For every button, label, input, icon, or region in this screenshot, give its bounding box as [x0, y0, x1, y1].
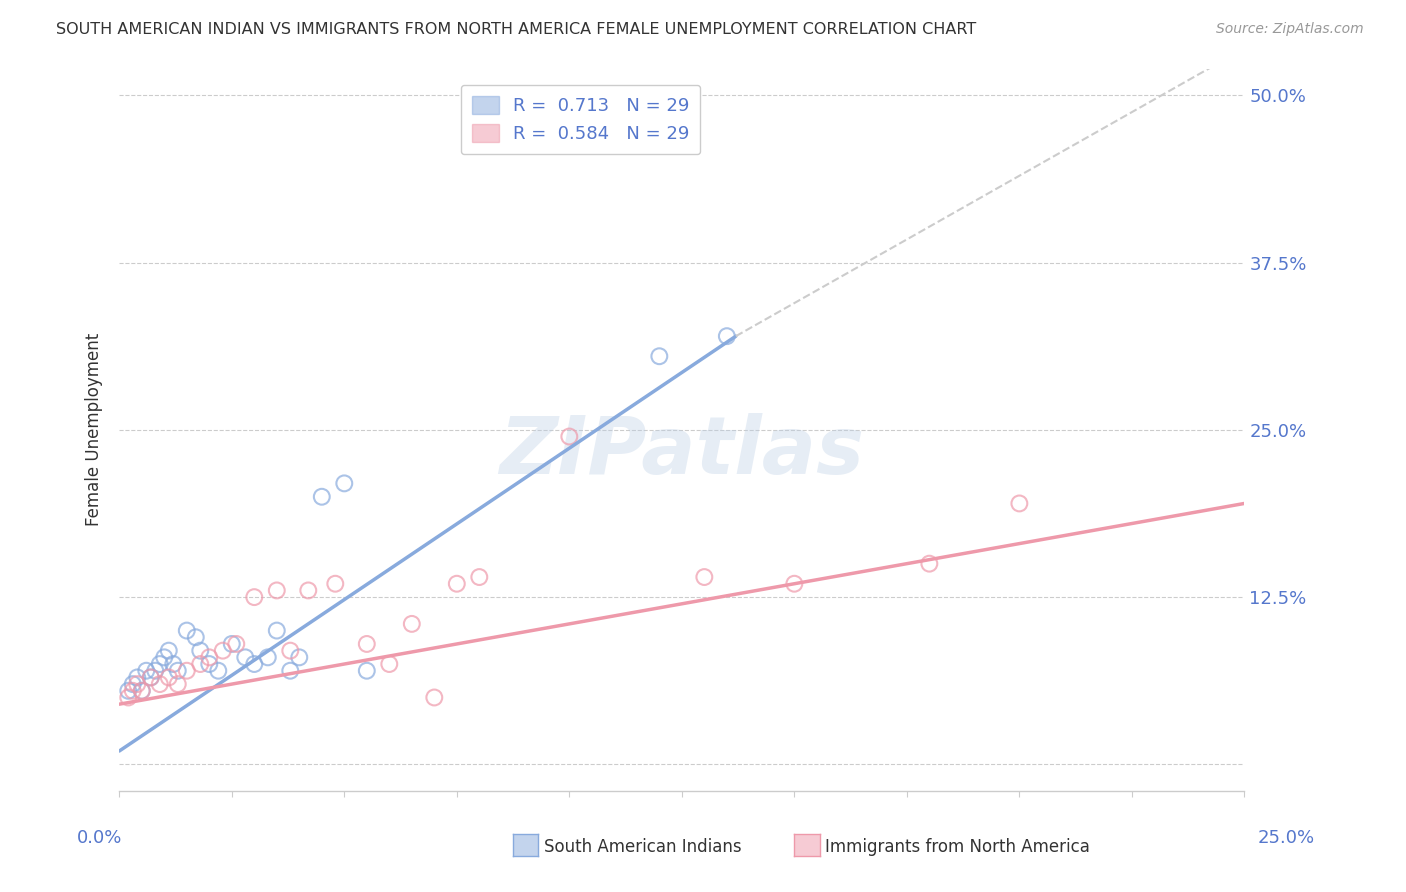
Point	[139, 670, 162, 684]
Text: ZIPatlas: ZIPatlas	[499, 412, 865, 491]
Point	[918, 557, 941, 571]
Point	[188, 657, 211, 671]
Point	[149, 657, 172, 671]
Point	[356, 637, 378, 651]
Point	[225, 637, 247, 651]
Text: Immigrants from North America: Immigrants from North America	[825, 838, 1090, 856]
Point	[378, 657, 401, 671]
Point	[198, 650, 221, 665]
Point	[278, 643, 301, 657]
Text: 0.0%: 0.0%	[77, 829, 122, 847]
Point	[783, 576, 806, 591]
Point	[127, 677, 149, 691]
Point	[127, 670, 149, 684]
Point	[333, 476, 356, 491]
Point	[1008, 496, 1031, 510]
Point	[648, 349, 671, 363]
Point	[162, 657, 184, 671]
Point	[278, 664, 301, 678]
Point	[243, 657, 266, 671]
Point	[139, 670, 162, 684]
Point	[117, 683, 139, 698]
Point	[211, 643, 233, 657]
Point	[176, 664, 198, 678]
Point	[288, 650, 311, 665]
Point	[266, 624, 288, 638]
Point	[117, 690, 139, 705]
Y-axis label: Female Unemployment: Female Unemployment	[86, 334, 103, 526]
Point	[233, 650, 256, 665]
Point	[157, 670, 180, 684]
Point	[207, 664, 229, 678]
Point	[143, 664, 166, 678]
Text: Source: ZipAtlas.com: Source: ZipAtlas.com	[1216, 22, 1364, 37]
Point	[166, 677, 188, 691]
Point	[311, 490, 333, 504]
Point	[401, 616, 423, 631]
Text: SOUTH AMERICAN INDIAN VS IMMIGRANTS FROM NORTH AMERICA FEMALE UNEMPLOYMENT CORRE: SOUTH AMERICAN INDIAN VS IMMIGRANTS FROM…	[56, 22, 977, 37]
Text: 25.0%: 25.0%	[1257, 829, 1315, 847]
Point	[716, 329, 738, 343]
Point	[221, 637, 243, 651]
Point	[198, 657, 221, 671]
Point	[256, 650, 278, 665]
Point	[558, 429, 581, 443]
Point	[121, 683, 143, 698]
Point	[243, 590, 266, 604]
Point	[131, 683, 153, 698]
Point	[693, 570, 716, 584]
Point	[135, 664, 157, 678]
Point	[423, 690, 446, 705]
Text: South American Indians: South American Indians	[544, 838, 742, 856]
Point	[131, 683, 153, 698]
Point	[323, 576, 346, 591]
Point	[297, 583, 319, 598]
Point	[153, 650, 176, 665]
Legend: R =  0.713   N = 29, R =  0.584   N = 29: R = 0.713 N = 29, R = 0.584 N = 29	[461, 85, 700, 154]
Point	[166, 664, 188, 678]
Point	[266, 583, 288, 598]
Point	[184, 630, 207, 644]
Point	[157, 643, 180, 657]
Point	[446, 576, 468, 591]
Point	[468, 570, 491, 584]
Point	[176, 624, 198, 638]
Point	[121, 677, 143, 691]
Point	[356, 664, 378, 678]
Point	[188, 643, 211, 657]
Point	[149, 677, 172, 691]
